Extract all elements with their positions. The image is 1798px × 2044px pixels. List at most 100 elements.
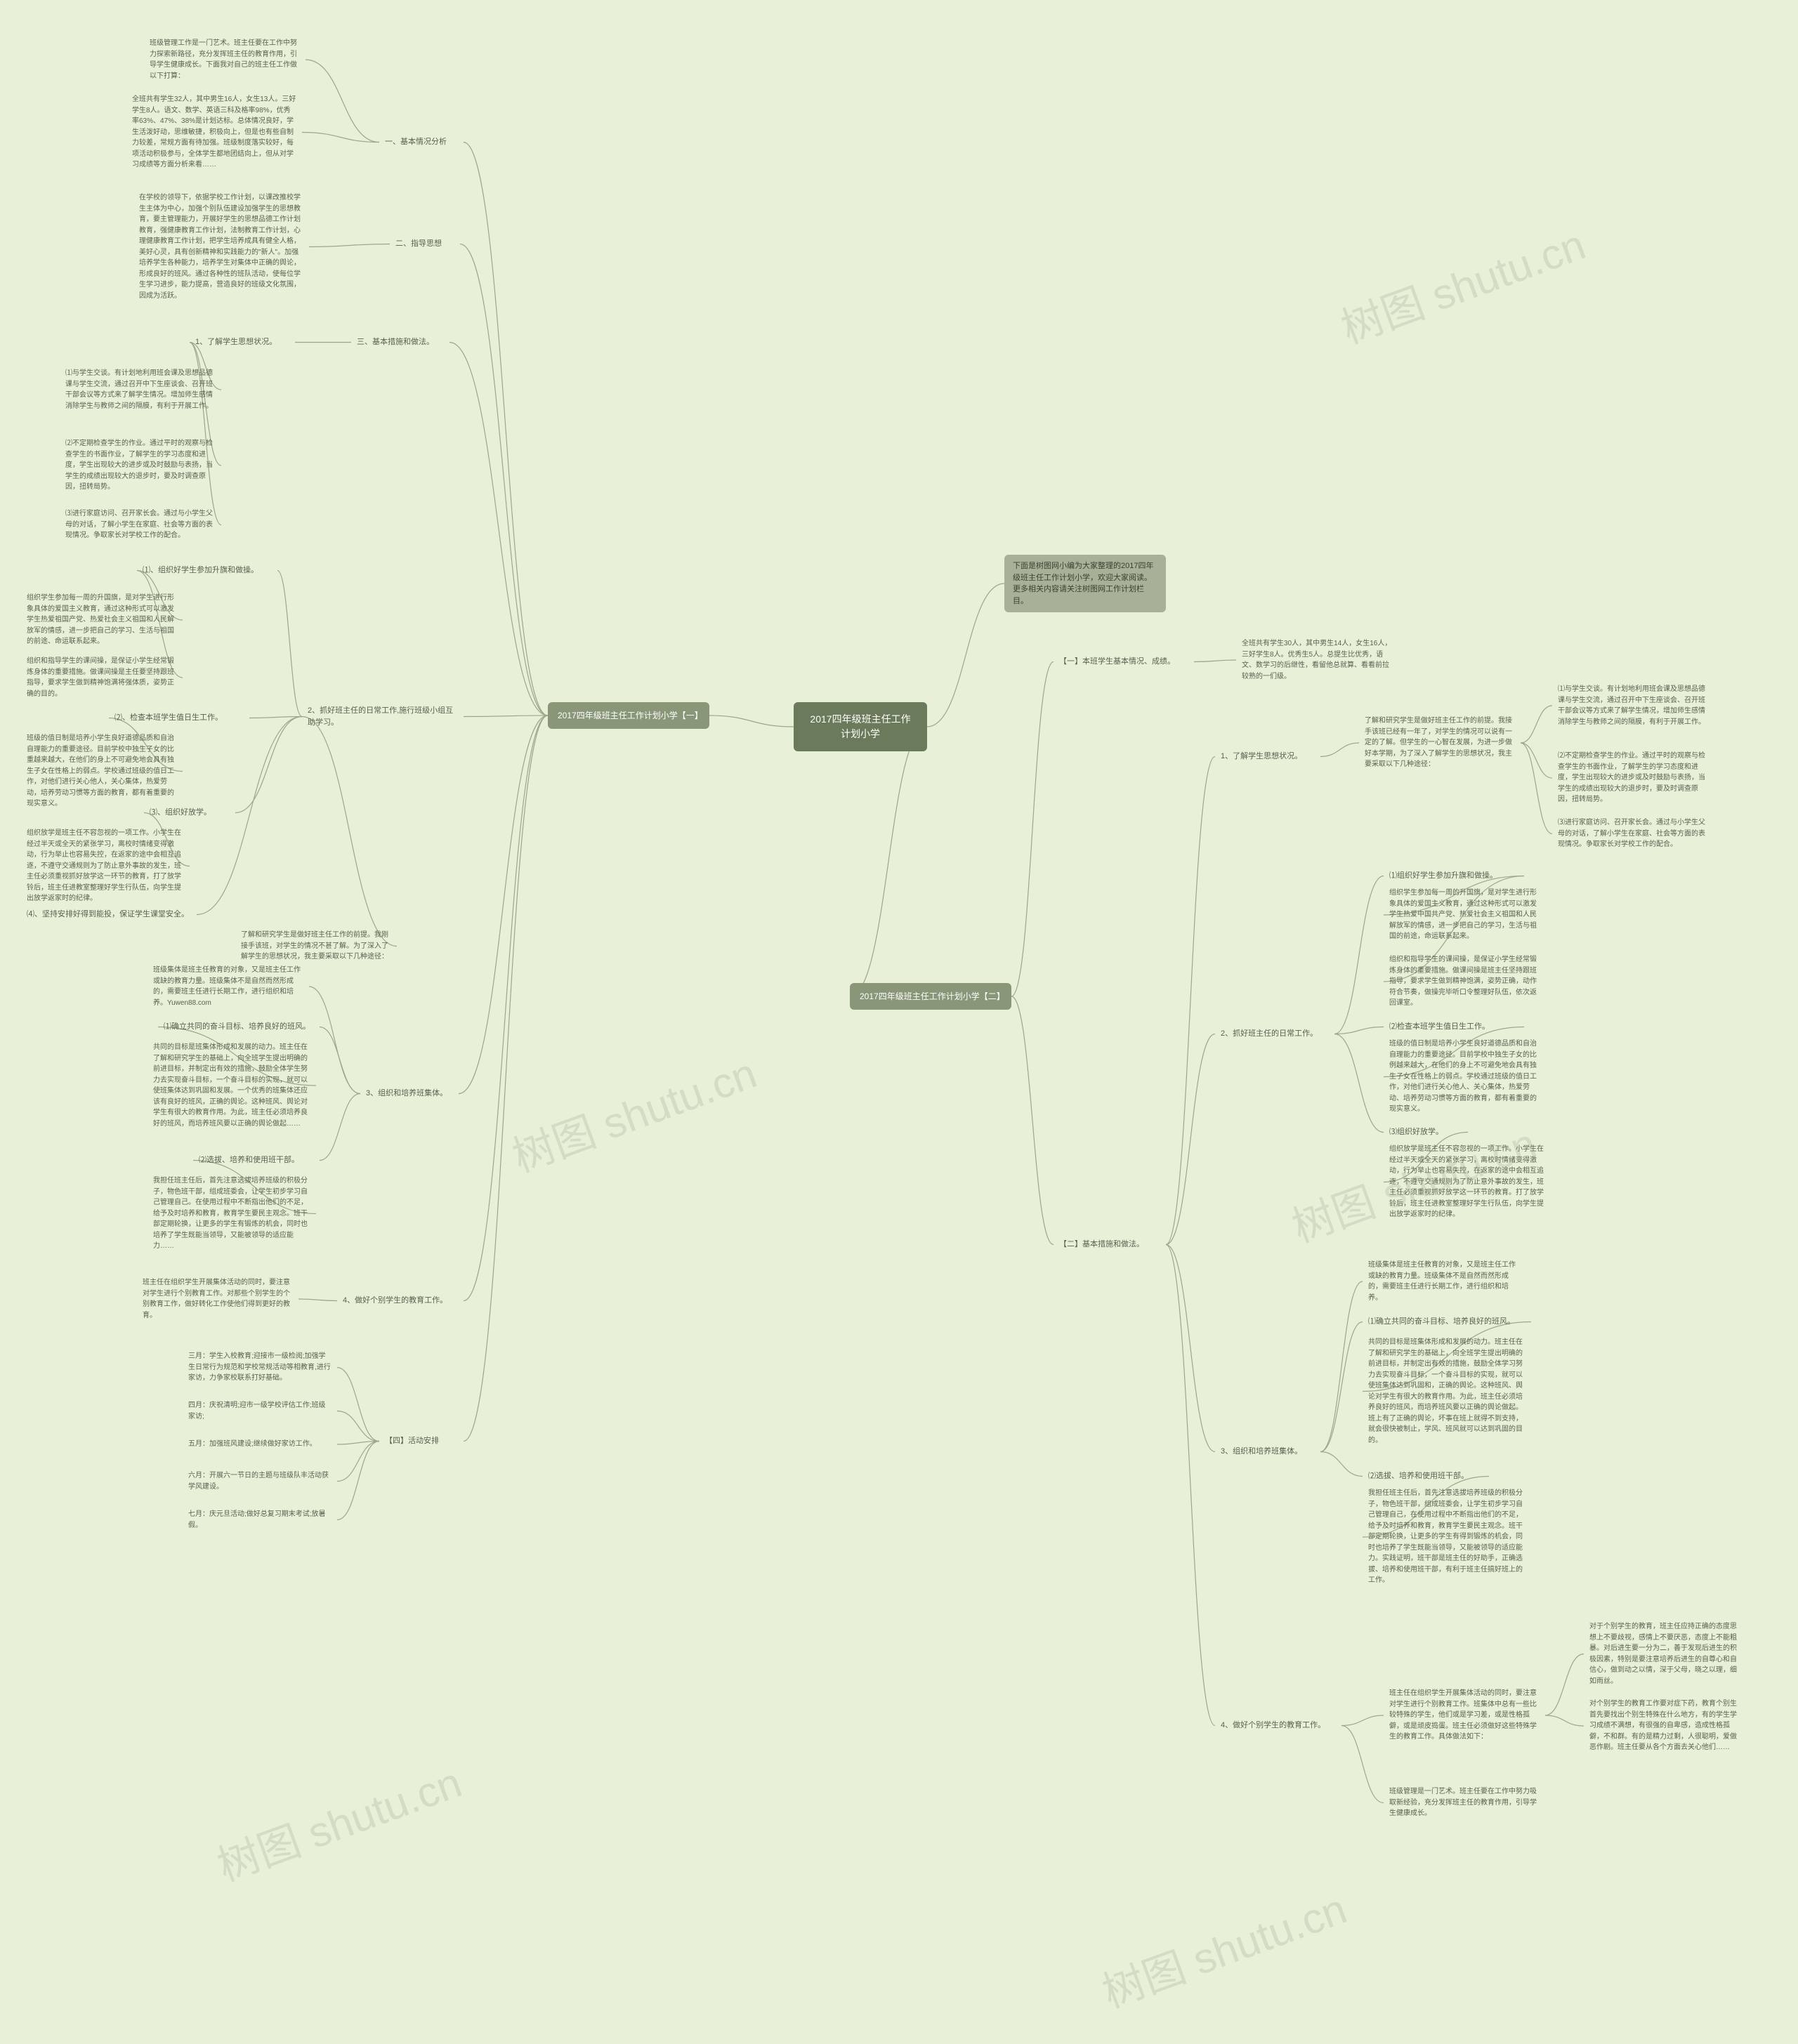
edge	[1166, 1034, 1215, 1245]
mindmap-node: 四月：庆祝清明;迎市一级学校评估工作;班级家访;	[183, 1397, 337, 1425]
mindmap-node: 组织放学是班主任不容忽视的一项工作。小学生在经过半天或全天的紧张学习，离校时情绪…	[1384, 1141, 1552, 1223]
edge	[1011, 662, 1054, 997]
edge	[1521, 706, 1552, 743]
mindmap-node: 4、做好个别学生的教育工作。	[337, 1292, 464, 1310]
edge	[450, 343, 548, 716]
mindmap-node: ⑴、组织好学生参加升旗和做操。	[137, 562, 277, 579]
mindmap-node: ⑵选拔、培养和使用班干部。	[1363, 1468, 1489, 1485]
mindmap-node: 1、了解学生思想状况。	[1215, 748, 1320, 765]
edge	[337, 1368, 379, 1442]
edge	[1320, 1452, 1363, 1477]
edge	[306, 60, 379, 143]
mindmap-node: ⑴确立共同的奋斗目标、培养良好的班风。	[1363, 1313, 1531, 1331]
mindmap-node: 3、组织和培养班集体。	[1215, 1443, 1320, 1461]
mindmap-node: 组织学生参加每一周的升国旗，是对学生进行形象具体的爱国主义教育，通过这种形式可以…	[21, 590, 183, 650]
edge	[302, 133, 379, 143]
mindmap-node: 【一】本班学生基本情况、成绩。	[1054, 653, 1194, 671]
edge	[459, 716, 548, 1094]
edge	[309, 987, 360, 1094]
edge	[298, 1299, 337, 1301]
mindmap-node: 班级集体是班主任教育的对象，又是班主任工作或缺的教育力量。班级集体不是自然而然形…	[1363, 1257, 1524, 1306]
edge	[464, 143, 548, 716]
mindmap-node: 班级的值日制是培养小学生良好道德品质和自治自理能力的重要途径。目前学校中独生子女…	[1384, 1036, 1545, 1118]
mindmap-node: 组织和指导学生的课间操，是保证小学生经常锻炼身体的重要措施。做课间操是主任要坚持…	[21, 653, 183, 702]
mindmap-node: 全班共有学生30人，其中男生14人，女生16人，三好学生8人。优秀生5人。总提生…	[1236, 635, 1398, 685]
mindmap-node: ⑴确立共同的奋斗目标、培养良好的班风。	[158, 1018, 320, 1036]
mindmap-node: 对个别学生的教育工作要对症下药，教育个别生首先要找出个别生特殊在什么地方，有的学…	[1584, 1696, 1745, 1756]
mindmap-node: ⑵检查本班学生值日生工作。	[1384, 1018, 1524, 1036]
mindmap-node: 3、组织和培养班集体。	[360, 1085, 459, 1102]
mindmap-node: 对于个别学生的教育，班主任应持正确的态度思想上不要歧视，感情上不要厌恶，态度上不…	[1584, 1618, 1745, 1689]
mindmap-node: ⑶进行家庭访问、召开家长会。通过与小学生父母的对话，了解小学生在家庭、社会等方面…	[1552, 815, 1714, 853]
edge	[1320, 1281, 1363, 1452]
mindmap-node: ⑵、检查本班学生值日生工作。	[109, 709, 249, 727]
mindmap-node: 2、抓好班主任的日常工作。	[1215, 1025, 1334, 1043]
mindmap-node: ⑴与学生交谈。有计划地利用班会课及思想品德课与学生交流，通过召开中下生座谈会、召…	[1552, 681, 1714, 730]
mindmap-node: ⑴与学生交谈。有计划地利用班会课及思想品德课与学生交流，通过召开中下生座谈会、召…	[60, 365, 221, 414]
mindmap-node: 班级管理工作是一门艺术。班主任要在工作中努力探索新路径，充分发挥班主任的教育作用…	[144, 35, 306, 84]
mindmap-node: 组织放学是班主任不容忽视的一项工作。小学生在经过半天或全天的紧张学习，离校时情绪…	[21, 825, 190, 907]
mindmap-node: 一、基本情况分析	[379, 133, 464, 151]
edge	[235, 717, 302, 813]
edge	[1521, 743, 1552, 834]
edge	[277, 571, 302, 717]
edge	[337, 1442, 379, 1520]
edge	[320, 1027, 360, 1094]
mindmap-node: ⑵不定期检查学生的作业。通过平时的观察与检查学生的书面作业，了解学生的学习态度和…	[1552, 748, 1714, 808]
edge	[337, 1442, 379, 1482]
mindmap-node: 班级集体是班主任教育的对象，又是班主任工作或缺的教育力量。班级集体不是自然而然形…	[147, 962, 309, 1011]
mindmap-node: 班主任在组织学生开展集体活动的同时，要注意对学生进行个别教育工作。班集体中总有一…	[1384, 1685, 1545, 1746]
edge	[1545, 1654, 1584, 1716]
edge	[1545, 1715, 1584, 1726]
mindmap-node: ⑴组织好学生参加升旗和做操。	[1384, 867, 1524, 885]
mindmap-node: 【四】活动安排	[379, 1432, 464, 1450]
mindmap-node: ⑶组织好放学。	[1384, 1123, 1468, 1141]
edge	[850, 727, 927, 996]
edge	[302, 717, 397, 947]
edge	[1011, 996, 1054, 1245]
mindmap-node: 2、抓好班主任的日常工作,施行班级小组互助学习。	[302, 702, 464, 731]
mindmap-node: ⑵不定期检查学生的作业。通过平时的观察与检查学生的书面作业，了解学生的学习态度和…	[60, 435, 221, 496]
mindmap-node: ⑶、组织好放学。	[144, 804, 235, 822]
edge	[1334, 876, 1384, 1034]
mindmap-node: 共同的目标是班集体形成和发展的动力。班主任在了解和研究学生的基础上，向全班学生提…	[1363, 1334, 1535, 1449]
mindmap-node: 班级的值日制是培养小学生良好道德品质和自治自理能力的重要途径。目前学校中独生子女…	[21, 730, 183, 812]
edge	[1334, 1027, 1384, 1034]
mindmap-node: 三、基本措施和做法。	[351, 334, 450, 351]
mindmap-node: 七月：庆元旦活动;做好总复习期末考试;放暑假。	[183, 1506, 337, 1534]
edge	[464, 716, 548, 1301]
mindmap-node: 我担任班主任后，首先注意选拔培养班级的积极分子，物色班干部，组成班委会，让学生初…	[147, 1173, 316, 1255]
mindmap-node: 全班共有学生32人，其中男生16人，女生13人。三好学生8人。语文、数学、英语三…	[126, 91, 302, 173]
edge	[337, 1411, 379, 1442]
mindmap-node: 组织学生参加每一周的升国旗，是对学生进行形象具体的爱国主义教育，通过这种形式可以…	[1384, 885, 1545, 945]
mindmap-node: ⑷、坚持安排好得到能投，保证学生课堂安全。	[21, 906, 197, 923]
mindmap-node: 五月：加强班风建设;继续做好家访工作。	[183, 1436, 337, 1453]
mindmap-node: 下面是树图网小编为大家整理的2017四年级班主任工作计划小学，欢迎大家阅读。更多…	[1004, 555, 1166, 612]
edge	[1521, 743, 1552, 778]
mindmap-node: 六月：开展六一节日的主题与班级队丰活动获学风建设。	[183, 1468, 337, 1495]
edge	[309, 244, 390, 247]
watermark: 树图 shutu.cn	[208, 1748, 468, 1893]
edge	[1341, 1726, 1384, 1803]
edge	[927, 583, 1004, 727]
mindmap-node: 4、做好个别学生的教育工作。	[1215, 1717, 1341, 1734]
mindmap-node: 三月：学生入校教育;迎接市一级检阅;加强学生日常行为规范和学校常规活动等相教育,…	[183, 1348, 337, 1387]
mindmap-node: 【二】基本措施和做法。	[1054, 1236, 1166, 1253]
edge	[1166, 757, 1215, 1245]
edge	[1334, 1034, 1384, 1133]
mindmap-node: 了解和研究学生是做好班主任工作的前提。我刚接手该班，对学生的情况不甚了解。为了深…	[235, 927, 397, 965]
mindmap-node: 在学校的领导下，依据学校工作计划，以课改推校学生主体为中心，加强个别队伍建设加强…	[133, 190, 309, 304]
edge	[1166, 1245, 1215, 1452]
edge	[464, 716, 548, 1442]
mindmap-node: 二、指导思想	[390, 235, 460, 253]
mindmap-node: ⑵选拔、培养和使用班干部。	[193, 1152, 320, 1169]
mindmap-node: 我担任班主任后，首先注意选拔培养班级的积极分子，物色班干部，组成班委会，让学生初…	[1363, 1485, 1535, 1589]
mindmap-node: 班级管理是一门艺术。班主任要在工作中努力吸取新经验，充分发挥班主任的教育作用，引…	[1384, 1783, 1545, 1822]
mindmap-node: 了解和研究学生是做好班主任工作的前提。我接手该班已经有一年了，对学生的情况可以说…	[1359, 713, 1521, 773]
edge	[337, 1442, 379, 1445]
edge	[709, 716, 794, 727]
edge	[1194, 660, 1236, 662]
mindmap-node: ⑶进行家庭访问、召开家长会。通过与小学生父母的对话，了解小学生在家庭、社会等方面…	[60, 506, 221, 544]
edge	[1320, 743, 1359, 757]
mindmap-node: 1、了解学生思想状况。	[190, 334, 295, 351]
